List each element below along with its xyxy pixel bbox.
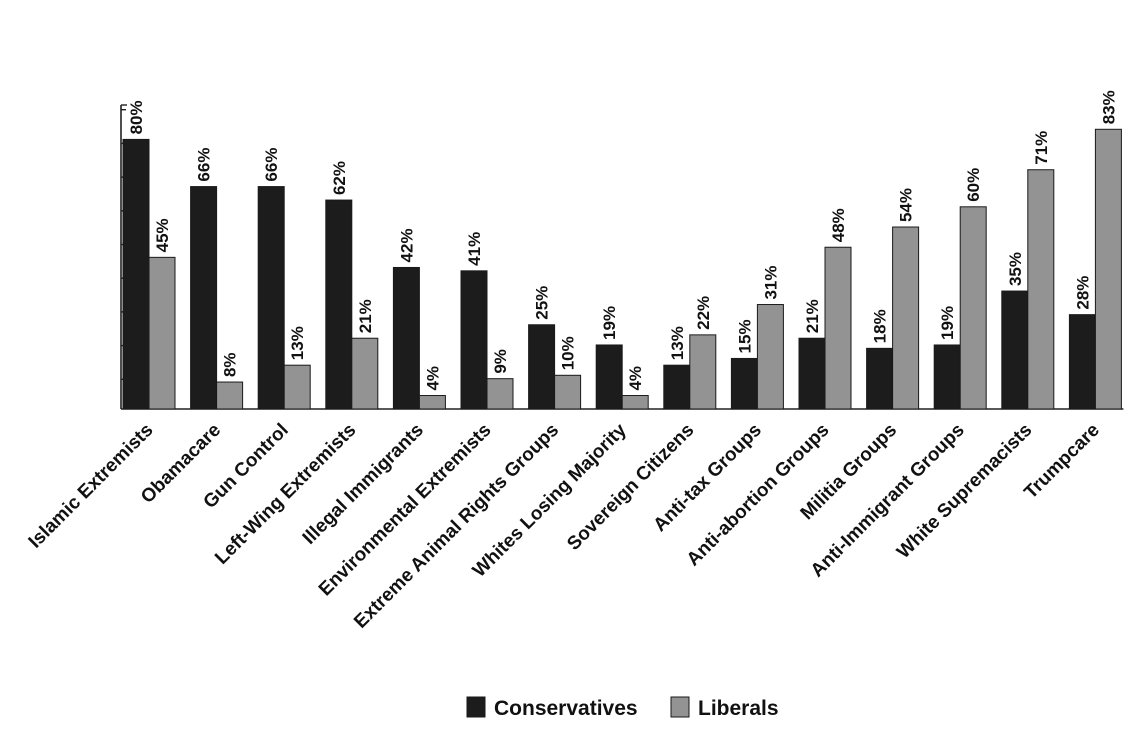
bar-liberals-9 (689, 334, 717, 410)
value-label-liberals-4: 21% (356, 299, 375, 333)
value-label-conservatives-10: 15% (735, 319, 754, 353)
bar-conservatives-2 (190, 186, 218, 410)
value-label-liberals-2: 8% (221, 352, 240, 377)
category-label-5: Illegal Immigrants (299, 420, 428, 549)
bar-conservatives-14 (1001, 290, 1029, 410)
legend-label-liberals: Liberals (698, 697, 779, 720)
value-label-conservatives-9: 13% (668, 326, 687, 360)
value-label-conservatives-15: 28% (1073, 276, 1092, 310)
bar-liberals-7 (554, 374, 582, 410)
value-label-liberals-6: 9% (491, 349, 510, 374)
value-label-conservatives-1: 80% (127, 100, 146, 134)
value-label-liberals-9: 22% (694, 296, 713, 330)
bar-liberals-4 (351, 337, 379, 410)
legend: Conservatives Liberals (466, 696, 779, 720)
value-label-liberals-7: 10% (559, 336, 578, 370)
bar-liberals-14 (1027, 169, 1055, 410)
legend-label-conservatives: Conservatives (494, 697, 638, 720)
value-label-liberals-5: 4% (423, 366, 442, 391)
value-label-conservatives-14: 35% (1006, 252, 1025, 286)
bar-conservatives-8 (595, 344, 623, 410)
bar-conservatives-12 (866, 347, 894, 410)
value-label-conservatives-13: 19% (938, 306, 957, 340)
value-labels-layer: 80% 45% 66% 8% 66% 13% 62% 21% 42% 4% 41% 9% 25% 10% 1… (127, 90, 1118, 390)
legend-swatch-conservatives (466, 696, 486, 718)
bar-conservatives-6 (460, 270, 488, 410)
bar-conservatives-15 (1068, 314, 1096, 410)
bar-conservatives-13 (933, 344, 961, 410)
value-label-liberals-11: 48% (829, 208, 848, 242)
value-label-conservatives-3: 66% (262, 148, 281, 182)
bar-liberals-5 (418, 395, 446, 410)
value-label-conservatives-12: 18% (871, 309, 890, 343)
bar-conservatives-5 (392, 266, 420, 410)
bar-conservatives-1 (122, 138, 150, 410)
value-label-liberals-15: 83% (1099, 90, 1118, 124)
bar-conservatives-4 (325, 199, 353, 410)
bar-liberals-12 (892, 226, 920, 410)
bar-conservatives-3 (257, 186, 285, 410)
value-label-conservatives-2: 66% (195, 148, 214, 182)
category-label-9: Sovereign Citizens (563, 420, 698, 555)
bar-liberals-1 (148, 256, 176, 410)
value-label-liberals-8: 4% (626, 366, 645, 391)
bar-liberals-15 (1094, 128, 1122, 410)
bar-conservatives-7 (528, 324, 556, 410)
value-label-conservatives-11: 21% (803, 299, 822, 333)
bar-liberals-2 (216, 381, 244, 410)
value-label-liberals-14: 71% (1032, 131, 1051, 165)
value-label-conservatives-4: 62% (330, 161, 349, 195)
bars-layer (122, 128, 1122, 410)
value-label-conservatives-6: 41% (465, 232, 484, 266)
legend-swatch-liberals (670, 696, 690, 718)
value-label-conservatives-7: 25% (533, 286, 552, 320)
bar-liberals-8 (621, 395, 649, 410)
bar-conservatives-9 (663, 364, 691, 410)
bar-conservatives-11 (798, 337, 826, 410)
value-label-conservatives-5: 42% (397, 228, 416, 262)
category-label-1: Islamic Extremists (25, 420, 158, 553)
value-label-liberals-3: 13% (288, 326, 307, 360)
value-label-conservatives-8: 19% (600, 306, 619, 340)
value-label-liberals-12: 54% (897, 188, 916, 222)
bar-liberals-3 (283, 364, 311, 410)
value-label-liberals-13: 60% (964, 168, 983, 202)
bar-liberals-6 (486, 378, 514, 410)
bar-liberals-11 (824, 246, 852, 410)
value-label-liberals-10: 31% (761, 265, 780, 299)
value-label-liberals-1: 45% (153, 218, 172, 252)
bar-conservatives-10 (730, 357, 758, 410)
bar-liberals-10 (756, 304, 784, 410)
bar-liberals-13 (959, 206, 987, 410)
category-label-14: White Supremacists (893, 420, 1036, 563)
